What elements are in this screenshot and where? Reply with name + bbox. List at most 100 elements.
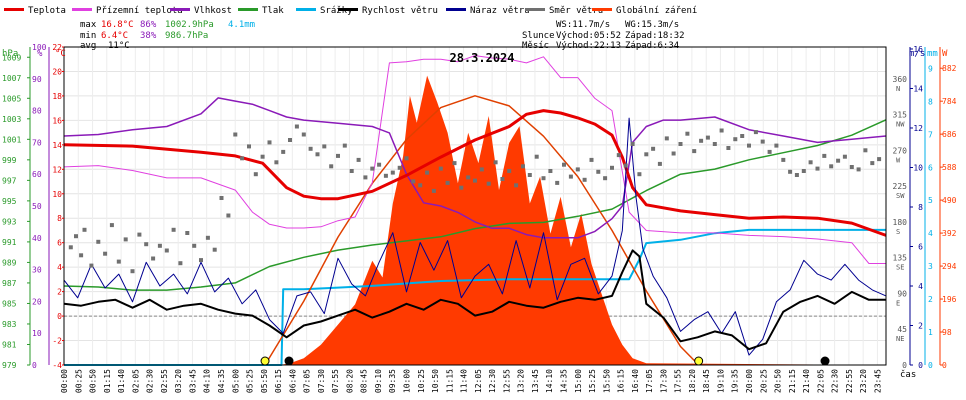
x-tick-label: 22:55 — [845, 369, 854, 393]
series-lines — [63, 55, 887, 366]
wind-dir-point — [418, 183, 423, 188]
x-tick-label: 10:00 — [403, 369, 412, 393]
wind-dir-point — [89, 263, 94, 268]
hpa-tick-label: 1005 — [2, 94, 21, 103]
x-tick-label: 08:20 — [345, 369, 354, 393]
c-tick-label: 4 — [57, 263, 62, 272]
x-tick-label: 04:10 — [203, 369, 212, 393]
legend-swatch — [525, 8, 545, 11]
wind-dir-point — [390, 170, 395, 175]
x-tick-label: 22:30 — [831, 369, 840, 393]
wm-tick-label: 784 — [942, 97, 957, 106]
hpa-tick-label: 995 — [2, 197, 17, 206]
legend-swatch — [4, 8, 24, 11]
wind-dir-point — [164, 248, 169, 253]
stats-max-hum: 86% — [140, 20, 157, 30]
wind-dir-point — [808, 160, 813, 165]
x-tick-label: 15:00 — [574, 369, 583, 393]
wind-dir-point — [192, 243, 197, 248]
radiation-area — [64, 75, 886, 365]
wind-dir-point — [610, 165, 614, 170]
x-tick-label: 10:25 — [417, 369, 426, 393]
x-tick-label: 11:15 — [445, 369, 454, 393]
stats-min-label: min — [80, 31, 96, 41]
x-tick-label: 04:35 — [217, 369, 226, 393]
dir-tick-label: NW — [896, 121, 905, 129]
c-tick-label: 10 — [52, 190, 62, 199]
legend-label: Náraz větru — [470, 6, 530, 16]
x-tick-label: 12:30 — [488, 369, 497, 393]
x-tick-label: 06:40 — [288, 369, 297, 393]
wind-dir-point — [794, 173, 799, 177]
wind-dir-point — [849, 165, 854, 169]
c-tick-label: 8 — [57, 214, 62, 223]
mm-tick-label: 2 — [928, 295, 933, 304]
x-tick-label: 23:45 — [873, 369, 882, 393]
wind-dir-point — [466, 175, 471, 180]
x-tick-label: 03:45 — [188, 369, 197, 393]
x-tick-label: 15:25 — [588, 369, 597, 393]
x-tick-label: 20:50 — [774, 369, 783, 393]
wind-ws: WS:11.7m/s — [556, 20, 610, 30]
x-tick-label: 08:45 — [360, 369, 369, 393]
wind-dir-point — [342, 143, 347, 148]
pct-tick-label: 40 — [32, 234, 42, 243]
pct-tick-label: 60 — [32, 170, 42, 179]
wind-dir-point — [507, 169, 512, 173]
wind-dir-point — [253, 172, 258, 177]
legend-swatch — [446, 8, 466, 11]
x-tick-label: 00:00 — [60, 369, 69, 393]
wind-dir-point — [171, 227, 176, 232]
wind-dir-point — [397, 165, 402, 170]
wind-dir-point — [774, 143, 779, 148]
wind-dir-point — [301, 132, 306, 137]
stats-min-temp: 6.4°C — [101, 31, 128, 41]
wind-dir-point — [685, 131, 690, 136]
wm-tick-label: 196 — [942, 295, 957, 304]
x-tick-label: 21:40 — [802, 369, 811, 393]
x-tick-label: 01:15 — [103, 369, 112, 393]
wind-dir-point — [425, 170, 430, 175]
wind-dir-point — [96, 239, 101, 244]
c-tick-label: 20 — [52, 67, 62, 76]
ms-tick-label: 6 — [918, 242, 923, 251]
mm-tick-label: 8 — [928, 97, 933, 106]
deg-tick-label: 225 — [893, 182, 908, 191]
stats-avg-temp: 11°C — [108, 41, 130, 51]
wind-dir-point — [781, 157, 786, 162]
sun-marker — [260, 356, 270, 366]
x-tick-label: 13:45 — [531, 369, 540, 393]
wind-dir-point — [130, 269, 135, 274]
wind-dir-point — [452, 161, 457, 166]
wm-tick-label: 686 — [942, 130, 957, 139]
x-tick-label: 05:25 — [246, 369, 255, 393]
sun-label: Slunce — [522, 31, 555, 41]
wind-dir-point — [733, 137, 738, 142]
mm-tick-label: 3 — [928, 262, 933, 271]
wind-dir-point — [671, 151, 676, 156]
wind-dir-point — [322, 144, 327, 149]
wind-dir-point — [657, 161, 662, 166]
wind-dir-point — [212, 247, 217, 252]
x-tick-label: 11:40 — [460, 369, 469, 393]
wind-dir-point — [596, 169, 601, 174]
deg-tick-label: 315 — [893, 111, 908, 120]
x-tick-label: 02:05 — [131, 369, 140, 393]
x-tick-label: 06:15 — [274, 369, 283, 393]
hpa-tick-label: 979 — [2, 361, 17, 370]
legend-swatch — [238, 8, 258, 11]
c-tick-label: 6 — [57, 239, 62, 248]
wind-dir-point — [527, 173, 532, 177]
series-vlhkost — [63, 97, 887, 239]
dir-tick-label: N — [896, 85, 900, 93]
wind-dir-point — [438, 166, 443, 171]
wind-dir-point — [137, 232, 142, 237]
legend-label: Přízemní teplota — [96, 6, 183, 16]
wind-dir-point — [514, 183, 519, 188]
c-tick-label: 0 — [57, 312, 62, 321]
x-tick-label: 00:25 — [74, 369, 83, 393]
wind-dir-point — [582, 177, 587, 182]
moon-set: Západ:6:34 — [625, 41, 679, 51]
hpa-tick-label: 985 — [2, 299, 17, 308]
dir-tick-label: NE — [896, 335, 904, 343]
